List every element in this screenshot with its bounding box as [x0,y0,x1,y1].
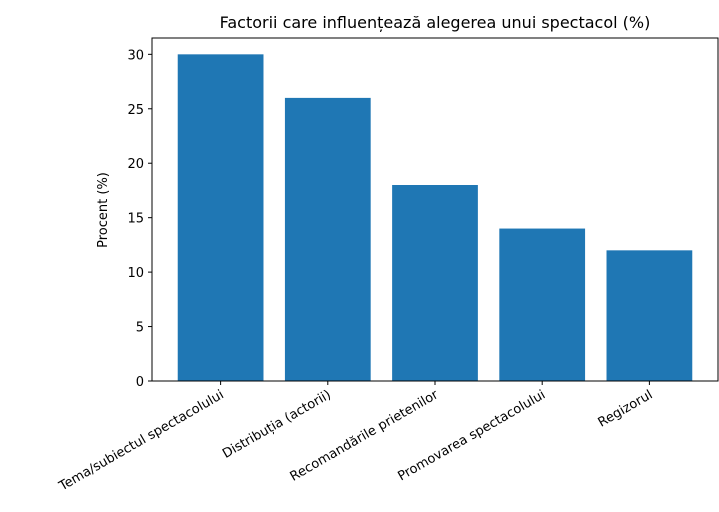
y-tick-label: 0 [136,375,144,390]
y-axis-label: Procent (%) [96,172,111,248]
bar [392,185,478,381]
bar [177,54,264,381]
bar [284,97,371,381]
y-tick-label: 5 [136,321,144,336]
y-tick-label: 10 [127,266,144,281]
x-tick-label: Tema/subiectul spectacolului [56,387,227,494]
plot-frame [151,37,719,382]
x-tick-label: Regizorul [596,387,656,430]
bar [499,228,586,381]
y-tick-label: 25 [127,103,144,118]
y-tick-label: 15 [127,212,144,227]
x-tick-label: Distribuția (actorii) [220,387,334,461]
y-tick-label: 30 [127,48,144,63]
y-tick-label: 20 [127,157,144,172]
bar [606,250,693,381]
chart-title: Factorii care influențează alegerea unui… [220,13,651,32]
